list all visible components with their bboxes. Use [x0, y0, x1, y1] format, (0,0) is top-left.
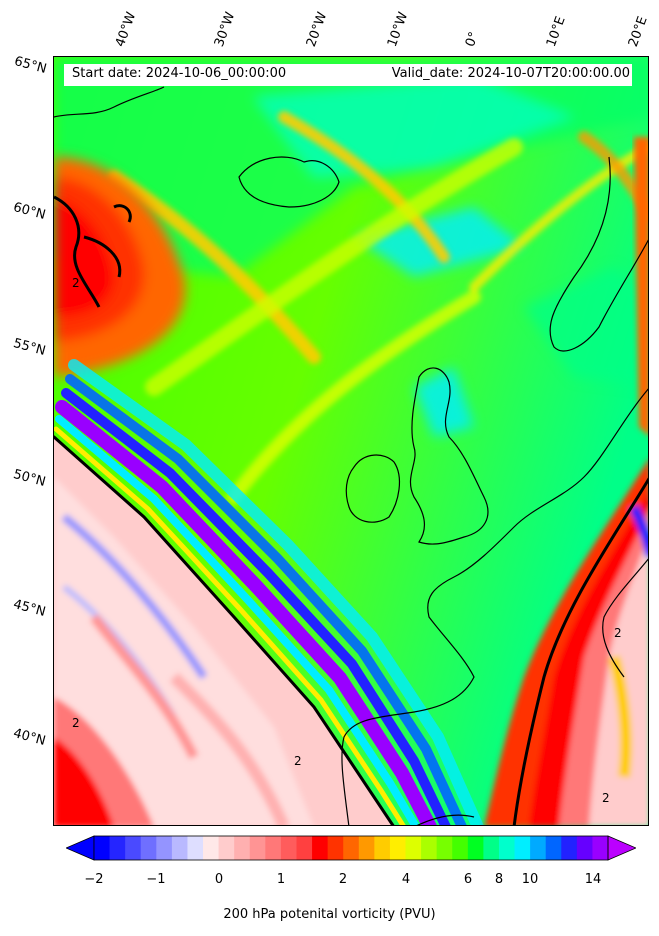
colorbar-border — [93, 835, 609, 861]
colorbar — [66, 835, 636, 861]
contour-labels: 2 2 2 2 2 — [72, 276, 622, 805]
contour-label: 2 — [614, 626, 622, 640]
start-date-title: Start date: 2024-10-06_00:00:00 — [72, 66, 287, 81]
colorbar-tick: 6 — [463, 872, 473, 887]
lon-label-20w: 20°W — [303, 10, 331, 49]
colorbar-swatch — [203, 836, 220, 860]
colorbar-swatch — [421, 836, 438, 860]
colorbar-swatch — [561, 836, 578, 860]
colorbar-swatch — [171, 836, 188, 860]
colorbar-swatch — [530, 836, 547, 860]
lat-label-50n: 50°N — [11, 467, 48, 490]
title-box — [64, 64, 632, 86]
colorbar-swatch — [234, 836, 251, 860]
colorbar-swatch — [265, 836, 282, 860]
colorbar-swatch — [483, 836, 500, 860]
colorbar-swatch — [218, 836, 235, 860]
colorbar-swatch — [436, 836, 453, 860]
colorbar-swatch — [140, 836, 157, 860]
lon-label-10w: 10°W — [384, 10, 412, 49]
contour-label: 2 — [294, 754, 302, 768]
lat-label-45n: 45°N — [11, 597, 48, 620]
colorbar-swatch — [545, 836, 562, 860]
colorbar-tick: 14 — [584, 872, 602, 887]
colorbar-swatch — [374, 836, 391, 860]
contour-label: 2 — [602, 791, 610, 805]
colorbar-swatch — [592, 836, 609, 860]
colorbar-swatch — [405, 836, 422, 860]
contour-label: 2 — [72, 276, 80, 290]
colorbar-swatch — [125, 836, 142, 860]
colorbar-tick: −2 — [84, 872, 104, 887]
lon-label-10e: 10°E — [543, 14, 569, 50]
colorbar-swatch — [576, 836, 593, 860]
colorbar-tick: 10 — [521, 872, 539, 887]
colorbar-swatch — [156, 836, 173, 860]
colorbar-swatch — [498, 836, 516, 860]
colorbar-swatch — [280, 836, 297, 860]
pv-map: 2 2 2 2 2 — [53, 56, 649, 826]
colorbar-swatch — [327, 836, 344, 860]
colorbar-tick: 1 — [276, 872, 286, 887]
colorbar-swatch — [249, 836, 266, 860]
colorbar-swatch — [94, 836, 111, 860]
lat-label-60n: 60°N — [11, 200, 48, 223]
lon-label-0: 0° — [462, 29, 483, 49]
pv-field: 2 2 2 2 2 — [54, 57, 648, 825]
colorbar-swatch — [358, 836, 375, 860]
lon-label-30w: 30°W — [211, 10, 239, 49]
lat-label-40n: 40°N — [11, 726, 48, 749]
colorbar-swatch — [296, 836, 313, 860]
colorbar-tick: 8 — [494, 872, 504, 887]
colorbar-swatch — [109, 836, 126, 860]
colorbar-label: 200 hPa potenital vorticity (PVU) — [223, 907, 436, 922]
colorbar-swatch — [312, 836, 329, 860]
lon-label-20e: 20°E — [625, 14, 651, 50]
lat-label-65n: 65°N — [12, 54, 49, 77]
contour-label: 2 — [72, 716, 80, 730]
colorbar-tick: 4 — [401, 872, 411, 887]
colorbar-swatch — [514, 836, 531, 860]
colorbar-swatch — [389, 836, 407, 860]
lat-label-55n: 55°N — [11, 336, 48, 359]
lon-label-40w: 40°W — [112, 10, 140, 49]
colorbar-swatch — [452, 836, 469, 860]
colorbar-tick: 2 — [338, 872, 348, 887]
colorbar-under-arrow — [66, 835, 95, 861]
colorbar-swatch — [467, 836, 484, 860]
valid-date-title: Valid_date: 2024-10-07T20:00:00.00 — [391, 66, 630, 81]
colorbar-swatch — [343, 836, 360, 860]
colorbar-swatch — [187, 836, 204, 860]
colorbar-over-arrow — [607, 835, 636, 861]
colorbar-tick: 0 — [214, 872, 224, 887]
coastlines — [54, 86, 648, 825]
colorbar-tick: −1 — [146, 872, 166, 887]
